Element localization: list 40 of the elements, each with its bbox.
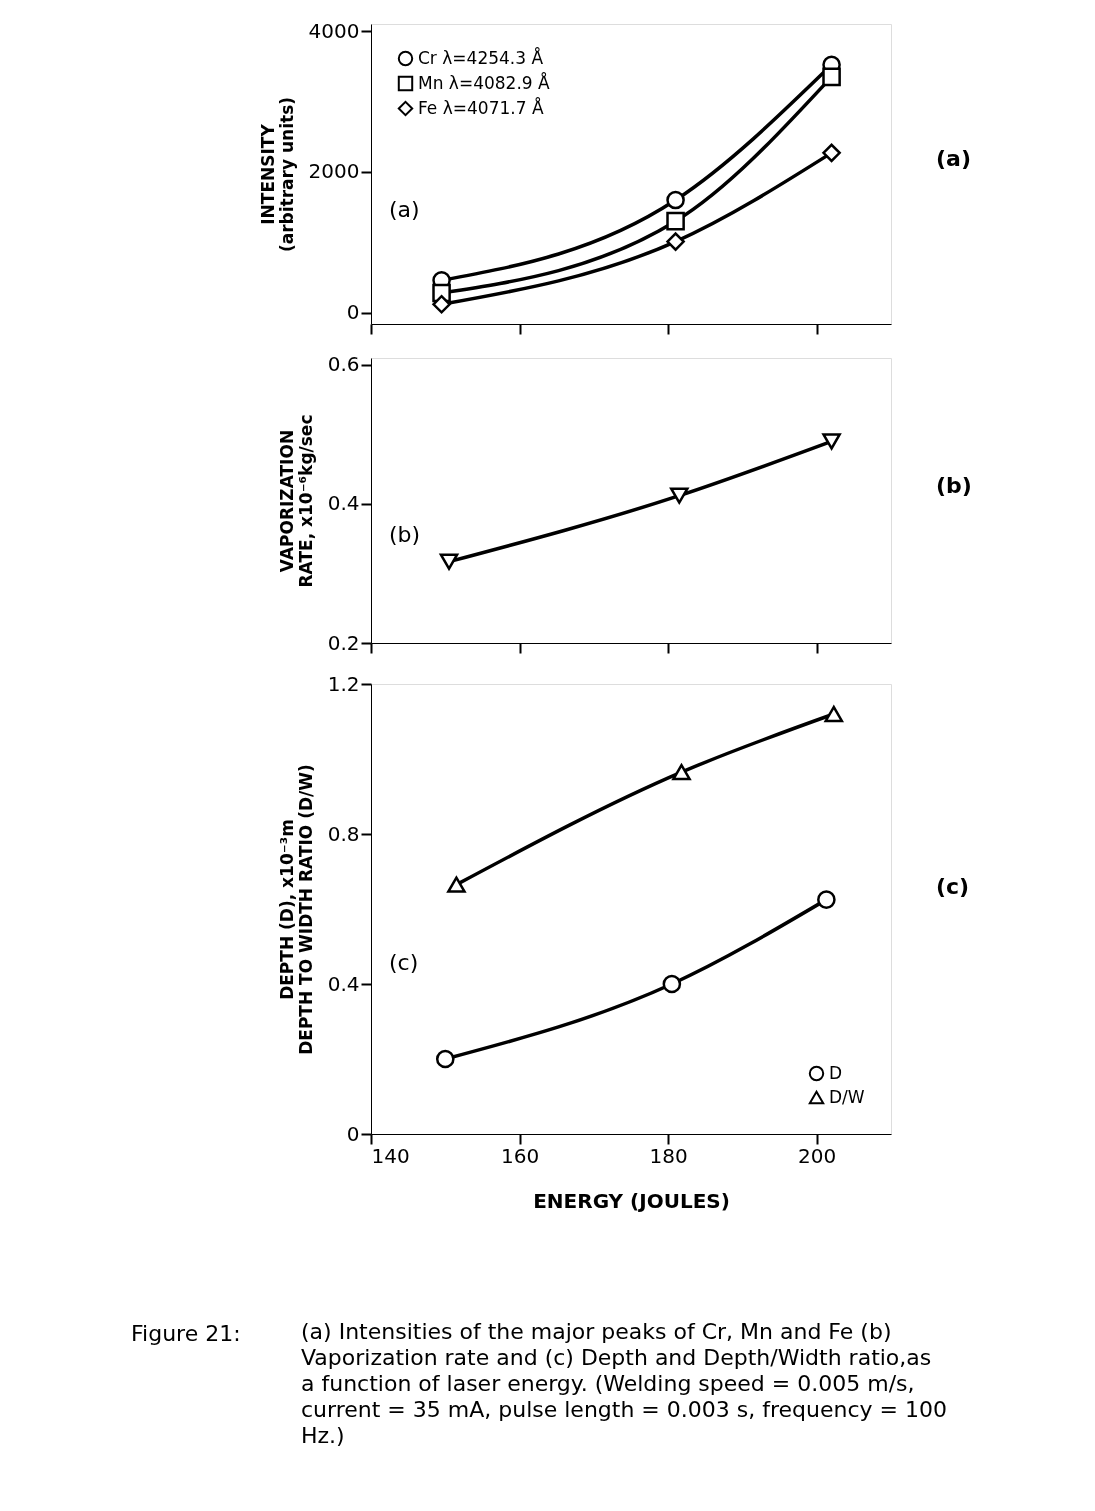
x-tick-label: 200 bbox=[798, 1143, 837, 1168]
point bbox=[822, 67, 841, 87]
point bbox=[432, 294, 451, 314]
y-tick-label: 2000 bbox=[308, 159, 360, 184]
point bbox=[669, 487, 689, 504]
legend-label: Cr λ=4254.3 Å bbox=[418, 46, 544, 68]
point bbox=[666, 211, 685, 231]
point bbox=[666, 190, 685, 210]
y-axis-title: DEPTH (D), x10⁻³m DEPTH TO WIDTH RATIO (D/W) bbox=[276, 764, 316, 1055]
y-axis-title: VAPORIZATION RATE, x10⁻⁶kg/sec bbox=[276, 414, 316, 588]
text: (b) bbox=[936, 473, 972, 499]
y-tick-label: 0.4 bbox=[327, 971, 360, 996]
point bbox=[822, 143, 841, 163]
y-axis-title: INTENSITY (arbitrary units) bbox=[257, 96, 297, 253]
y-tick-label: 0.2 bbox=[327, 630, 360, 655]
legend-label: D/W bbox=[829, 1086, 865, 1107]
legend-label: Mn λ=4082.9 Å bbox=[418, 71, 551, 93]
point bbox=[439, 553, 459, 570]
y-tick-label: 0.8 bbox=[327, 821, 360, 846]
legend-label: Fe λ=4071.7 Å bbox=[418, 96, 544, 118]
y-tick-label: 4000 bbox=[308, 18, 360, 43]
y-tick-label: 0 bbox=[346, 1121, 360, 1146]
text: (a) bbox=[936, 146, 971, 171]
caption: Figure 21: bbox=[131, 1321, 241, 1346]
y-tick-label: 0 bbox=[346, 300, 360, 325]
x-tick-label: 180 bbox=[649, 1143, 688, 1168]
annotation: (b) bbox=[389, 521, 421, 547]
annotation: (a) bbox=[389, 197, 420, 222]
x-tick-label: 160 bbox=[500, 1143, 540, 1168]
legend-label: D bbox=[829, 1062, 843, 1083]
y-tick-label: 0.4 bbox=[327, 491, 360, 516]
text: (c) bbox=[936, 873, 970, 899]
x-axis-title: ENERGY (JOULES) bbox=[533, 1188, 730, 1213]
annotation: (c) bbox=[389, 950, 419, 975]
x-tick-label: 140 bbox=[371, 1143, 410, 1168]
y-tick-label: 0.6 bbox=[327, 352, 360, 377]
point bbox=[822, 433, 841, 450]
y-tick-label: 1.2 bbox=[327, 671, 360, 696]
point bbox=[666, 232, 685, 251]
text: (a) Intensities of the major peaks of Cr, Mn and Fe (b) Vaporization rate and (c) Depth and Depth/Width ratio,as a function of laser energy. (Welding speed = 0.005 m/s, current = 35 mA, pulse length = 0.003 s, frequency = 100 Hz.) bbox=[301, 1319, 947, 1448]
